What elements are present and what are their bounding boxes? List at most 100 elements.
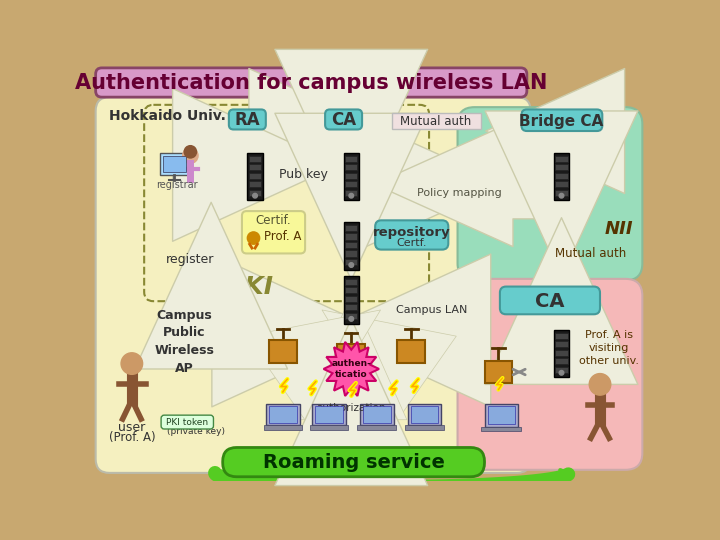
Text: Campus
Public
Wireless
AP: Campus Public Wireless AP [154, 308, 214, 375]
FancyBboxPatch shape [345, 279, 357, 285]
FancyBboxPatch shape [161, 415, 213, 429]
Text: authorization: authorization [317, 403, 386, 413]
Text: registrar: registrar [156, 180, 197, 190]
Text: authen-
ticatio: authen- ticatio [331, 359, 372, 379]
Circle shape [349, 262, 354, 267]
Circle shape [589, 374, 611, 395]
FancyBboxPatch shape [375, 220, 449, 249]
FancyBboxPatch shape [343, 153, 359, 200]
FancyBboxPatch shape [269, 406, 297, 423]
FancyBboxPatch shape [345, 313, 357, 319]
FancyBboxPatch shape [248, 153, 263, 200]
Text: Authentication for campus wireless LAN: Authentication for campus wireless LAN [75, 72, 547, 92]
Circle shape [349, 193, 354, 198]
FancyBboxPatch shape [345, 251, 357, 256]
FancyBboxPatch shape [457, 279, 642, 470]
FancyBboxPatch shape [392, 112, 481, 130]
FancyBboxPatch shape [555, 190, 567, 195]
FancyBboxPatch shape [325, 110, 362, 130]
FancyBboxPatch shape [310, 425, 348, 430]
Text: NII: NII [605, 220, 634, 238]
FancyBboxPatch shape [345, 190, 357, 195]
FancyBboxPatch shape [345, 225, 357, 231]
FancyBboxPatch shape [555, 181, 567, 187]
FancyBboxPatch shape [555, 173, 567, 179]
FancyBboxPatch shape [555, 156, 567, 162]
FancyBboxPatch shape [249, 181, 261, 187]
Text: PKI token: PKI token [166, 418, 208, 427]
FancyBboxPatch shape [338, 343, 365, 367]
Text: register: register [166, 253, 215, 266]
FancyBboxPatch shape [266, 403, 300, 425]
FancyBboxPatch shape [345, 296, 357, 302]
FancyBboxPatch shape [410, 406, 438, 423]
Text: PKI: PKI [226, 275, 273, 299]
FancyBboxPatch shape [345, 164, 357, 170]
FancyBboxPatch shape [555, 358, 567, 365]
FancyBboxPatch shape [345, 173, 357, 179]
Circle shape [184, 146, 197, 158]
Text: user: user [118, 421, 145, 434]
Text: Prof. A: Prof. A [264, 230, 302, 242]
Circle shape [559, 370, 564, 375]
FancyBboxPatch shape [482, 427, 521, 431]
Circle shape [248, 232, 260, 244]
FancyBboxPatch shape [222, 448, 485, 477]
Text: CA: CA [535, 292, 564, 310]
FancyBboxPatch shape [343, 222, 359, 269]
Text: Policy mapping: Policy mapping [418, 188, 503, 198]
Text: (Prof. A): (Prof. A) [109, 430, 155, 443]
FancyBboxPatch shape [555, 333, 567, 339]
Text: Hokkaido Univ.: Hokkaido Univ. [109, 109, 225, 123]
FancyBboxPatch shape [555, 367, 567, 373]
Text: Roaming service: Roaming service [263, 454, 444, 472]
Text: Mutual auth: Mutual auth [555, 247, 626, 260]
FancyBboxPatch shape [315, 406, 343, 423]
FancyBboxPatch shape [500, 287, 600, 314]
FancyBboxPatch shape [264, 425, 302, 430]
Circle shape [349, 316, 354, 321]
FancyBboxPatch shape [160, 153, 189, 175]
FancyBboxPatch shape [397, 340, 426, 363]
FancyBboxPatch shape [554, 330, 570, 377]
Text: Pub key: Pub key [279, 168, 328, 181]
FancyBboxPatch shape [405, 425, 444, 430]
FancyBboxPatch shape [345, 304, 357, 310]
Text: Mutual auth: Mutual auth [400, 115, 472, 129]
FancyBboxPatch shape [555, 350, 567, 356]
FancyBboxPatch shape [345, 287, 357, 294]
FancyBboxPatch shape [360, 403, 394, 425]
FancyBboxPatch shape [249, 164, 261, 170]
Text: RA: RA [235, 111, 260, 129]
FancyBboxPatch shape [457, 107, 642, 280]
FancyBboxPatch shape [555, 164, 567, 170]
Circle shape [121, 353, 143, 374]
Text: Certf.: Certf. [396, 239, 426, 248]
FancyBboxPatch shape [96, 68, 527, 97]
FancyBboxPatch shape [345, 259, 357, 265]
FancyBboxPatch shape [357, 425, 396, 430]
Text: Prof. A is
visiting
other univ.: Prof. A is visiting other univ. [579, 330, 639, 366]
FancyBboxPatch shape [408, 403, 441, 425]
FancyBboxPatch shape [249, 156, 261, 162]
FancyBboxPatch shape [249, 190, 261, 195]
FancyBboxPatch shape [249, 173, 261, 179]
FancyBboxPatch shape [343, 276, 359, 323]
Circle shape [559, 193, 564, 198]
FancyBboxPatch shape [487, 406, 516, 424]
FancyBboxPatch shape [521, 110, 603, 131]
FancyBboxPatch shape [242, 211, 305, 253]
Circle shape [183, 148, 198, 164]
Text: CA: CA [331, 111, 356, 129]
FancyBboxPatch shape [485, 403, 518, 427]
Text: Certif.: Certif. [256, 214, 292, 227]
FancyBboxPatch shape [555, 341, 567, 347]
Text: Bridge CA: Bridge CA [519, 113, 603, 129]
FancyBboxPatch shape [96, 97, 531, 473]
Text: Campus LAN: Campus LAN [396, 305, 467, 315]
Text: (private key): (private key) [167, 427, 225, 436]
Text: repository: repository [372, 226, 450, 239]
FancyBboxPatch shape [345, 242, 357, 248]
FancyBboxPatch shape [312, 403, 346, 425]
FancyBboxPatch shape [345, 181, 357, 187]
